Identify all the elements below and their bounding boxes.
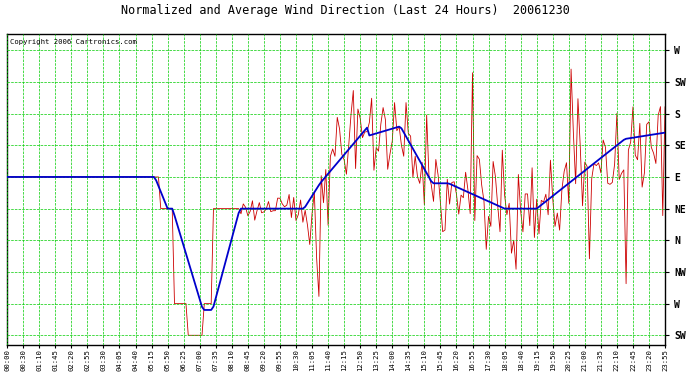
Text: Normalized and Average Wind Direction (Last 24 Hours)  20061230: Normalized and Average Wind Direction (L…: [121, 4, 569, 17]
Text: Copyright 2006 Cartronics.com: Copyright 2006 Cartronics.com: [10, 39, 137, 45]
